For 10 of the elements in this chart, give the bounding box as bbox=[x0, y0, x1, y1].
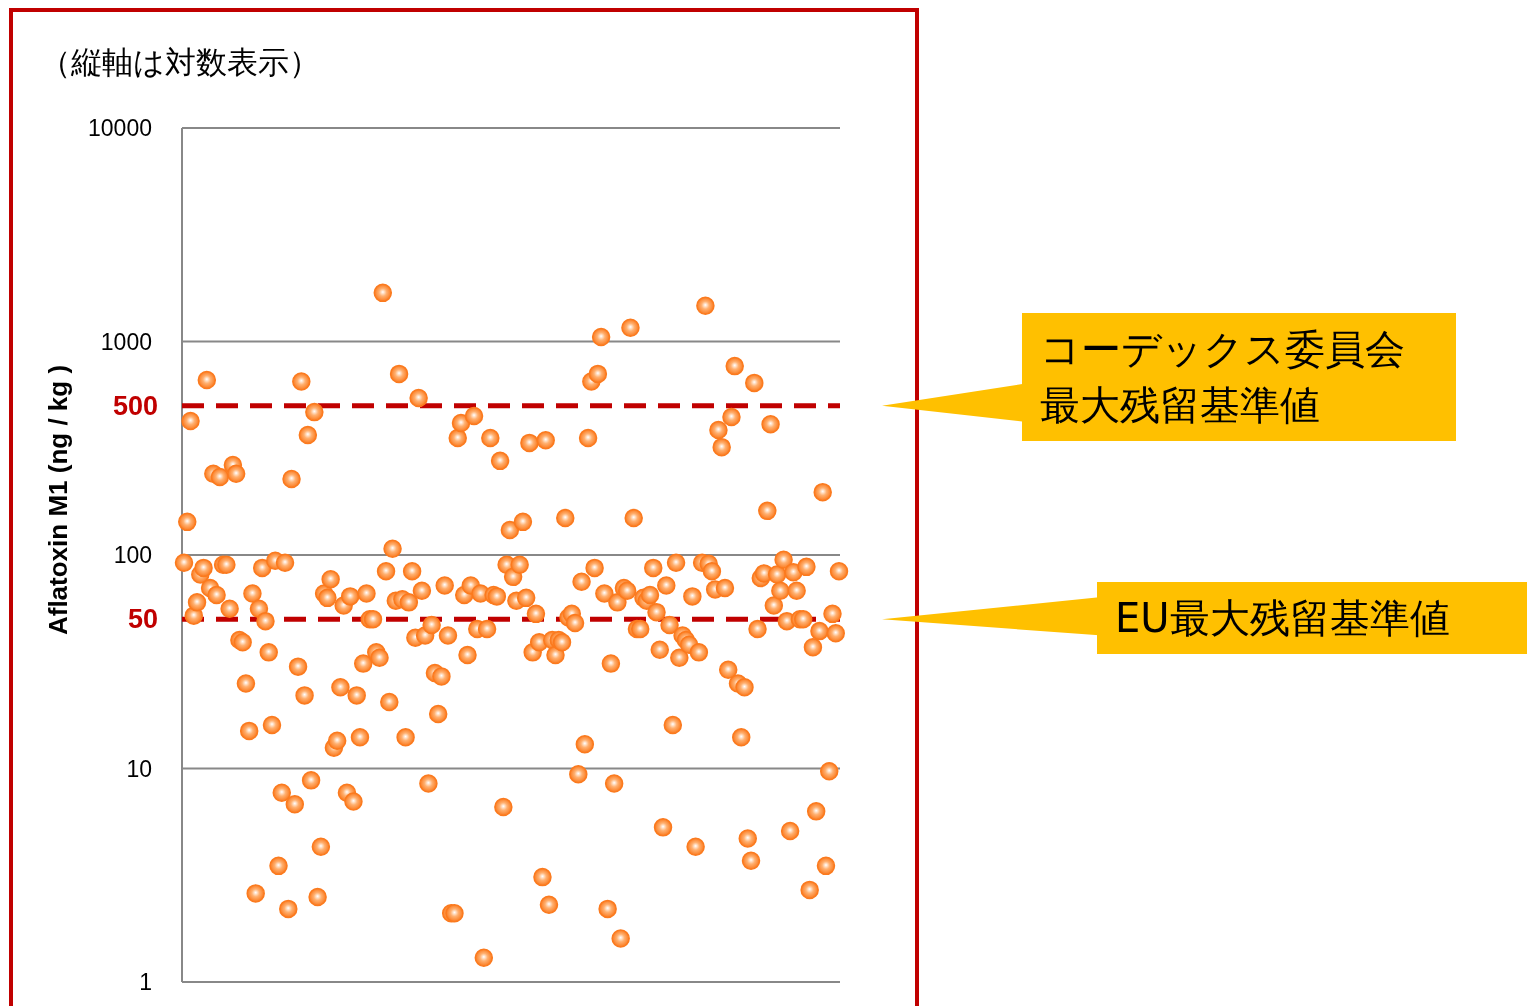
y-axis-title: Aflatoxin M1 (ng / kg ) bbox=[43, 364, 73, 636]
ref-line-label: 50 bbox=[127, 604, 158, 635]
y-tick-label: 100 bbox=[113, 542, 152, 568]
y-tick-label: 10 bbox=[126, 755, 152, 782]
y-tick-label: 1000 bbox=[100, 328, 152, 355]
chart-title: （縦軸は対数表示） bbox=[40, 44, 320, 80]
callout: コーデックス委員会最大残留基準値 bbox=[1022, 312, 1456, 441]
y-tick-label: 1 bbox=[139, 969, 152, 995]
y-tick-label: 10000 bbox=[88, 115, 152, 141]
ref-line-label: 500 bbox=[112, 390, 158, 421]
